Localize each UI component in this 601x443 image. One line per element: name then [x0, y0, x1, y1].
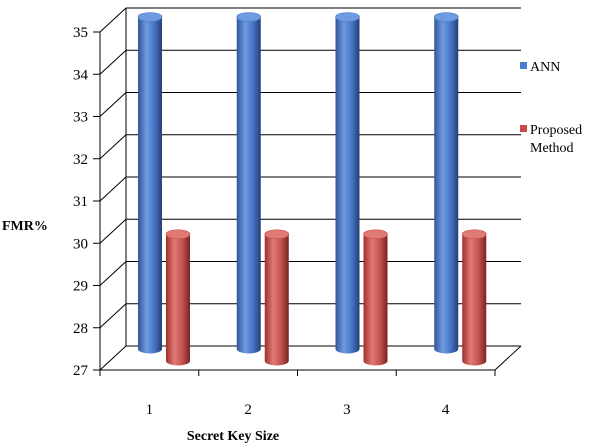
y-tick-label: 30 [73, 236, 88, 252]
legend-swatch [520, 62, 527, 69]
gridline-slant [99, 49, 127, 75]
bar-cap [335, 12, 360, 22]
bar-body [434, 17, 459, 354]
y-tick-label: 29 [73, 279, 88, 295]
bar-body [138, 17, 162, 354]
floor-edge [494, 345, 522, 371]
bar-cap [137, 12, 163, 22]
legend-swatch [520, 125, 527, 132]
bar-ann [137, 12, 163, 354]
y-axis-title: FMR% [2, 219, 48, 234]
bar-cap [264, 229, 290, 240]
legend-label: Method [530, 141, 574, 156]
x-tick-label: 2 [244, 402, 252, 418]
gridline-slant [99, 261, 127, 286]
legend: ANN Proposed Method [520, 60, 582, 156]
x-tick-labels: 1 2 3 4 [146, 402, 450, 418]
legend-item: ANN [520, 60, 560, 75]
y-tick-label: 35 [73, 25, 88, 41]
bar-body [335, 17, 360, 354]
x-tick-label: 3 [343, 402, 351, 418]
x-axis-title: Secret Key Size [187, 429, 279, 443]
bar-ann [335, 12, 360, 354]
gridline-slant [99, 7, 127, 33]
y-tick-label: 34 [73, 67, 89, 83]
gridline-slant [99, 218, 127, 244]
legend-label: ANN [530, 60, 560, 75]
y-tick-label: 27 [73, 363, 89, 379]
gridline-slant [99, 345, 127, 371]
x-tick-label: 4 [442, 402, 450, 418]
bar-ann [433, 12, 459, 354]
bar-cap [433, 12, 459, 22]
y-tick-label: 31 [73, 194, 88, 210]
bar-ann [236, 12, 262, 354]
axes [93, 31, 522, 376]
gridline-slant [99, 176, 127, 202]
bar-body [363, 234, 388, 366]
bar-cap [363, 229, 388, 240]
gridline-slant [99, 92, 127, 117]
bar-cap [165, 229, 191, 240]
y-tick-labels: 27 28 29 30 31 32 33 34 35 [73, 25, 89, 379]
x-tick-label: 1 [146, 402, 154, 418]
bar-proposed-method [461, 229, 487, 366]
bar-cap [461, 229, 487, 240]
bar-body [236, 17, 261, 354]
gridline-slant [99, 134, 127, 160]
y-tick-label: 32 [73, 152, 88, 168]
bar-body [264, 234, 289, 366]
bar-body [166, 234, 190, 366]
bar-cap [236, 12, 262, 22]
bar-proposed-method [363, 229, 388, 366]
bars [137, 12, 487, 366]
legend-label: Proposed [530, 123, 582, 138]
y-tick-label: 28 [73, 321, 88, 337]
bar-proposed-method [264, 229, 290, 366]
legend-item: Proposed Method [520, 123, 582, 156]
gridline-slant [99, 303, 127, 329]
bar-proposed-method [165, 229, 191, 366]
bar-body [462, 234, 487, 366]
y-tick-label: 33 [73, 110, 88, 126]
